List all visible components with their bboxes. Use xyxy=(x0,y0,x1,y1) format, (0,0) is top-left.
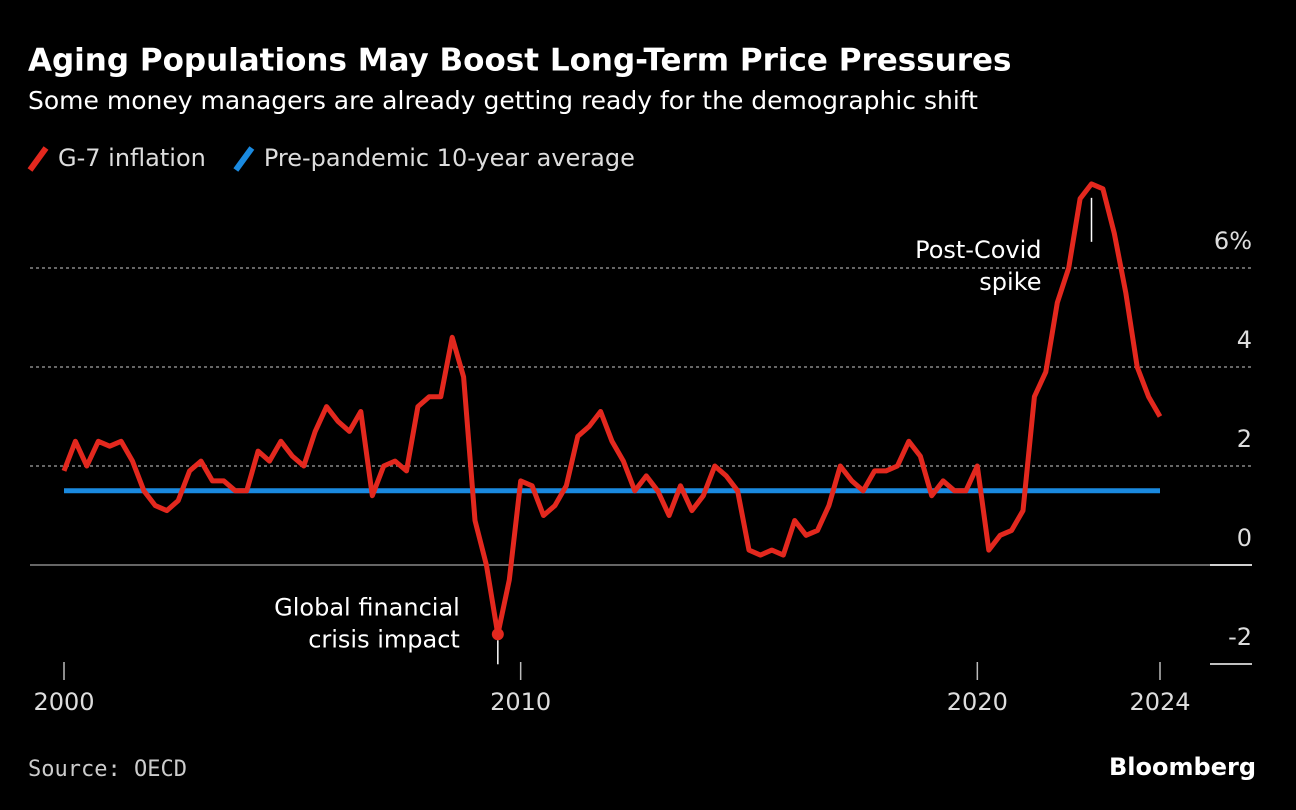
series-line xyxy=(61,181,1163,637)
y-tick-label: 0 xyxy=(1237,524,1252,552)
annotation-text: Post-Covid xyxy=(915,236,1041,264)
legend-swatch xyxy=(233,146,255,172)
annotation-text: Global financial xyxy=(274,593,460,621)
x-tick-label: 2020 xyxy=(947,688,1008,716)
annotation-text: crisis impact xyxy=(308,625,460,653)
legend-label: G-7 inflation xyxy=(58,144,206,172)
brand: Bloomberg xyxy=(1109,753,1256,781)
x-tick-label: 2010 xyxy=(490,688,551,716)
x-tick-label: 2024 xyxy=(1129,688,1190,716)
chart-subtitle: Some money managers are already getting … xyxy=(28,86,978,115)
chart-title: Aging Populations May Boost Long-Term Pr… xyxy=(28,43,1012,79)
legend-label: Pre-pandemic 10-year average xyxy=(264,144,635,172)
y-tick-label: 2 xyxy=(1237,425,1252,453)
legend-swatch xyxy=(27,146,49,172)
x-tick-label: 2000 xyxy=(33,688,94,716)
source: Source: OECD xyxy=(28,757,187,782)
annotation-dot xyxy=(491,628,504,641)
y-tick-label: -2 xyxy=(1228,623,1252,651)
annotation-text: spike xyxy=(979,268,1041,296)
y-tick-label: 6% xyxy=(1214,227,1252,255)
y-tick-label: 4 xyxy=(1237,326,1252,354)
